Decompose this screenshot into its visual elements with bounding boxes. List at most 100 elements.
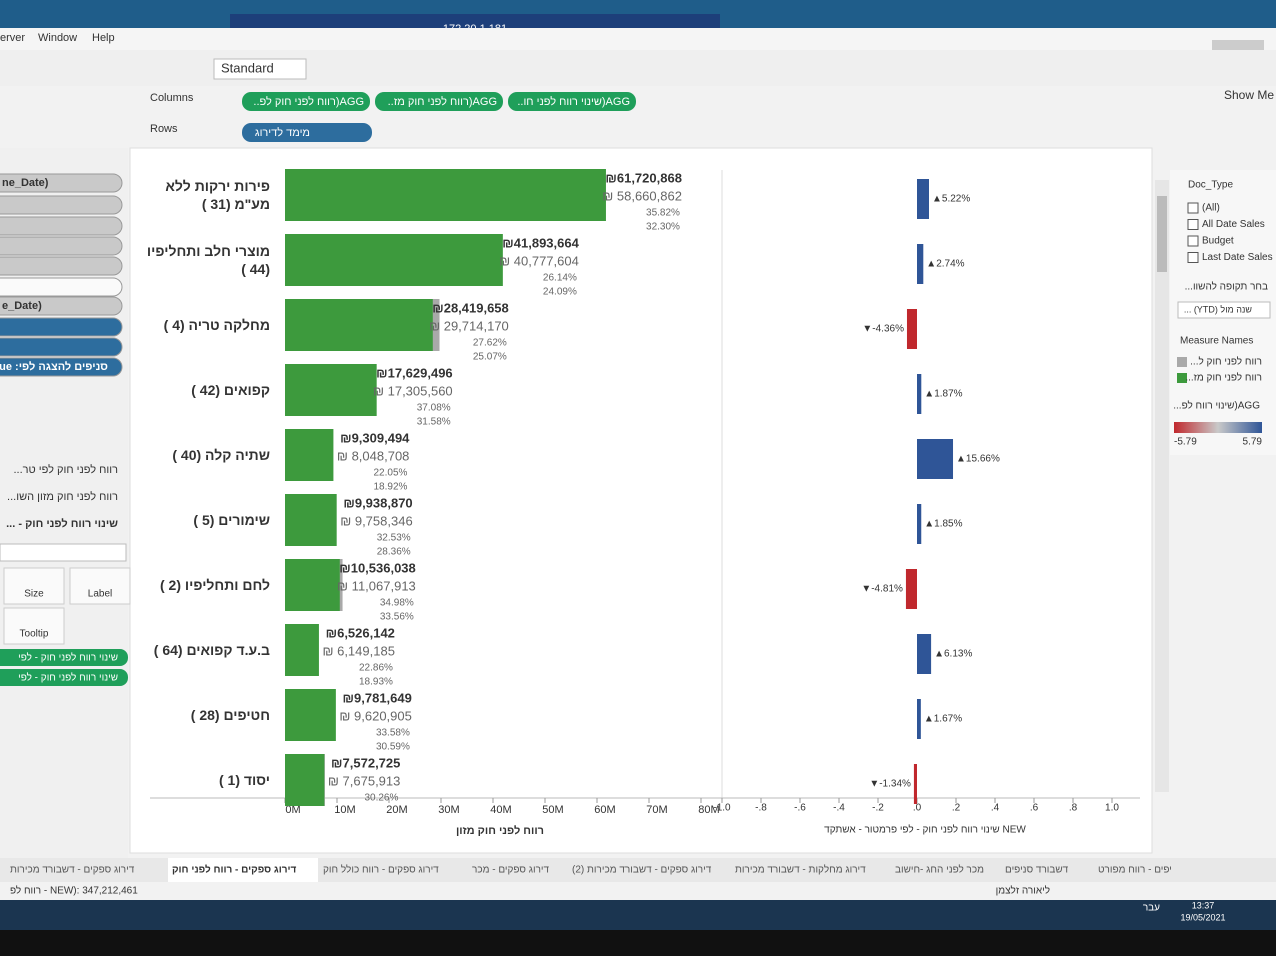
field[interactable]: שינוי רווח לפני חוק - ... [6,517,118,530]
mark-card-label[interactable]: Tooltip [20,629,49,640]
marks-type-select[interactable] [0,543,127,562]
margin-label: 26.14% [543,273,577,284]
change-bar [906,309,917,349]
show-me[interactable]: Show Me [1224,88,1274,102]
margin-label: 31.58% [417,417,451,428]
mark-card[interactable] [3,607,65,645]
field-pill[interactable] [0,317,123,337]
field[interactable]: רווח לפני חוק לפי טר... [14,463,119,476]
category-label: פירות ירקות ללא מע"מ (31 ) [165,178,270,212]
column-pill-text[interactable]: AGG(רווח לפני חוק לפ.. [253,95,364,108]
category-label: קפואים (42 ) [191,382,270,398]
color-ramp [1174,422,1262,433]
field-pill[interactable] [0,216,123,236]
legend-title: Doc_Type [1188,180,1233,191]
value-label: ₪61,720,868 [605,170,682,185]
sheet-tab[interactable]: דירוג ספקים - דשבורד מכירות (2) [572,865,712,876]
checkbox[interactable] [1187,235,1199,247]
parameter-select[interactable] [1177,301,1271,319]
x-tick-label: 20M [386,804,407,816]
checkbox[interactable] [1187,219,1199,230]
fit-select[interactable] [213,58,307,80]
change-label: ▲1.87% [924,389,962,400]
fit-select-value[interactable]: Standard [221,60,274,75]
checkbox-label[interactable]: All Date Sales [1202,219,1265,230]
change-label: ▲2.74% [926,259,964,270]
checkbox-label[interactable]: Budget [1202,236,1234,247]
bar [285,299,433,351]
column-pill[interactable] [375,92,503,111]
mark-card-label[interactable]: Label [88,589,112,600]
sheet-tab[interactable]: דירוג מחלקות - דשבורד מכירות [735,864,866,876]
mark-pill-text[interactable]: שינוי רווח לפני חוק - לפי [18,672,118,684]
row-pill-text[interactable]: מימד לדירוג [255,126,310,139]
sheet-tab[interactable]: מכר לפני החג -חישוב [895,864,984,876]
menu-item[interactable]: Help [92,32,115,44]
field-pill[interactable] [0,277,123,297]
sheet-tab[interactable]: דירוג ספקים - רווח לפני חוק [172,864,296,876]
x-tick-label: .2 [952,803,961,814]
field-pill[interactable] [0,173,123,193]
mark-pill[interactable] [0,649,128,666]
taskbar [0,900,1276,930]
active-tab[interactable] [168,858,318,882]
field-pill[interactable] [0,256,123,276]
field[interactable]: רווח לפני חוק מזון השו... [7,490,118,503]
menu-item[interactable]: Window [38,32,77,44]
field-pill[interactable] [0,236,123,256]
field-pill-text[interactable]: ne_Date) [2,177,49,189]
sheet-tab[interactable]: יפים - רווח מפורט [1098,865,1172,876]
category-label: חטיפים (28 ) [190,707,270,723]
value-label: ₪ 7,675,913 [328,773,400,788]
category-label: לחם ותחליפיו (2 ) [159,577,270,593]
bar [285,689,336,741]
sheet-tab[interactable]: דירוג ספקים - דשבורד מכירות [10,865,135,876]
margin-label: 33.56% [380,612,414,623]
value-label: ₪7,572,725 [331,755,400,770]
field-pill[interactable] [0,195,123,215]
x-axis-title: שינוי רווח לפני חוק - לפי פרמטור - אשתקד… [824,824,1026,836]
legend-swatch [1177,373,1187,383]
legend-title: AGG(שינוי רווח לפ... [1173,400,1260,412]
field-pill-text[interactable]: סניפים להצגה לפי: True [0,360,108,373]
column-pill[interactable] [242,92,370,111]
mark-card[interactable] [69,567,131,605]
change-label: ▲15.66% [956,454,1000,465]
sheet-tab[interactable]: דירוג ספקים - מכר [472,865,550,876]
checkbox-label[interactable]: (All) [1202,203,1220,214]
x-tick-label: -1.0 [713,803,731,814]
field-pill[interactable] [0,357,123,377]
change-bar [905,569,917,609]
parameter-value[interactable]: שנה מול (YTD) ... [1184,304,1252,314]
field-pill-text[interactable]: e_Date) [2,300,42,312]
sheet-tab[interactable]: דשבורד סניפים [1005,865,1069,876]
field-pill[interactable] [0,296,123,316]
checkbox[interactable] [1187,202,1199,214]
mark-pill[interactable] [0,669,128,686]
mark-pill-text[interactable]: שינוי רווח לפני חוק - לפי [18,652,118,664]
scroll-thumb[interactable] [1157,196,1167,272]
mark-card-label[interactable]: Size [24,589,44,600]
column-pill-text[interactable]: AGG(רווח לפני חוק מז.. [388,95,497,108]
mark-card[interactable] [3,567,65,605]
column-pill-text[interactable]: AGG(שינוי רווח לפני חו.. [517,95,630,108]
menu-item[interactable]: erver [0,32,25,44]
x-tick-label: .6 [1030,803,1039,814]
status-summary: רווח לפ - NEW): 347,212,461 [10,885,138,897]
checkbox[interactable] [1187,252,1199,263]
row-pill[interactable] [242,123,372,142]
sheet-tab[interactable]: דירוג ספקים - רווח כולל חוק [323,864,439,876]
value-label: ₪ 17,305,560 [373,383,453,398]
scrollbar[interactable] [1155,180,1169,792]
x-tick-label: 80M [698,804,719,816]
x-tick-label: -.8 [755,803,767,814]
checkbox-label[interactable]: Last Date Sales [1202,252,1273,263]
margin-label: 18.92% [373,482,407,493]
bar [285,624,319,676]
column-pill[interactable] [508,92,636,111]
x-tick-label: 30M [438,804,459,816]
x-tick-label: -.4 [833,803,845,814]
category-label: ב.ע.ד קפואים (64 ) [153,642,270,658]
field-pill[interactable] [0,337,123,357]
bar [285,429,334,481]
